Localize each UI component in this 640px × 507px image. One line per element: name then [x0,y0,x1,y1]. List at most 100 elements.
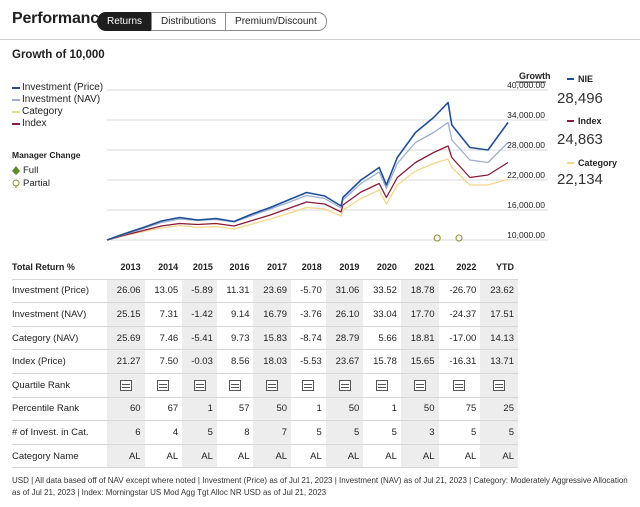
legend-item-nav[interactable]: Investment (NAV) [12,94,103,106]
table-cell: AL [107,444,145,469]
table-cell: 23.62 [480,279,518,304]
quartile-cell [400,373,439,398]
table-cell: 26.10 [325,302,364,327]
table-cell: 15.65 [400,349,439,374]
legend-item-category[interactable]: Category [12,106,103,118]
summary-nie-label: NIE [567,74,593,84]
col-header: 2014 [144,256,183,280]
manager-change-markers [433,234,463,242]
table-cell: 67 [144,397,183,422]
table-cell: 5 [291,420,326,445]
summary-nie-value: 28,496 [557,90,603,107]
col-header: 2020 [363,256,401,280]
legend-swatch-index [12,123,20,125]
series-line-investment-nav[interactable] [106,121,509,241]
table-cell: 5 [182,420,217,445]
table-cell: 8 [216,420,254,445]
table-row: Quartile Rank [12,373,518,398]
row-label: Category (NAV) [12,326,107,351]
tab-distributions[interactable]: Distributions [151,12,227,31]
table-row: # of Invest. in Cat. 6 4 5 8 7 5 5 5 3 5 5 [12,420,518,445]
col-header: 2022 [438,256,481,280]
table-cell: 25 [480,397,518,422]
manager-change-title: Manager Change [12,150,81,160]
table-row: Index (Price) 21.27 7.50 -0.03 8.56 18.03 -5.5… [12,349,518,374]
quartile-cell [363,373,401,398]
table-cell: 26.06 [107,279,145,304]
table-cell: 15.78 [363,349,401,374]
table-cell: -5.53 [291,349,326,374]
table-cell: 13.71 [480,349,518,374]
summary-label: Category [578,158,618,168]
quartile-cell [107,373,145,398]
table-header-row: Total Return % 2013 2014 2015 2016 2017 … [12,256,518,280]
table-cell: 17.70 [400,302,439,327]
series-line-investment-price[interactable] [106,101,509,241]
quartile-cell [144,373,183,398]
table-row: Category Name AL AL AL AL AL AL AL AL AL AL AL [12,444,518,469]
quartile-cell [182,373,217,398]
table-cell: 33.52 [363,279,401,304]
summary-label: NIE [578,74,594,84]
chart-legend: Investment (Price) Investment (NAV) Cate… [12,82,103,130]
table-cell: 23.69 [253,279,292,304]
quartile-cell [438,373,481,398]
manager-change-partial-marker[interactable] [433,234,441,242]
row-label: Category Name [12,444,107,469]
row-label: Index (Price) [12,349,107,374]
table-cell: 25.15 [107,302,145,327]
y-tick-label: 28,000.00 [507,140,545,150]
quartile-rank-icon [338,379,351,391]
legend-item-price[interactable]: Investment (Price) [12,82,103,94]
table-cell: AL [363,444,401,469]
table-cell: -3.76 [291,302,326,327]
quartile-cell [291,373,326,398]
legend-label: Index [22,118,47,129]
table-cell: 18.81 [400,326,439,351]
table-cell: 5 [325,420,364,445]
table-cell: 23.67 [325,349,364,374]
y-axis-title: Growth [519,71,551,81]
summary-swatch-category [567,162,574,164]
summary-label: Index [578,116,602,126]
tab-returns[interactable]: Returns [97,12,153,31]
table-row: Percentile Rank 60 67 1 57 50 1 50 1 50 75 25 [12,397,518,422]
table-cell: 1 [182,397,217,422]
summary-index-label: Index [567,116,602,126]
table-row: Category (NAV) 25.69 7.46 -5.41 9.73 15.83 -8.… [12,326,518,351]
table-cell: 14.13 [480,326,518,351]
table-cell: 28.79 [325,326,364,351]
manager-change-partial-marker[interactable] [455,234,463,242]
legend-item-index[interactable]: Index [12,118,103,130]
quartile-rank-icon [302,379,315,391]
quartile-rank-icon [376,379,389,391]
table-cell: 21.27 [107,349,145,374]
returns-table: Total Return % 2013 2014 2015 2016 2017 … [12,256,518,469]
col-header: 2021 [400,256,439,280]
series-line-category[interactable] [106,158,509,241]
tab-premium-discount[interactable]: Premium/Discount [225,12,327,31]
table-cell: AL [400,444,439,469]
table-cell: 4 [144,420,183,445]
quartile-rank-icon [157,379,170,391]
table-cell: 1 [291,397,326,422]
row-label: Investment (NAV) [12,302,107,327]
table-row: Investment (NAV) 25.15 7.31 -1.42 9.14 16.79-… [12,302,518,327]
row-label: Investment (Price) [12,279,107,304]
table-cell: 1 [363,397,401,422]
table-cell: 5.66 [363,326,401,351]
table-cell: 25.69 [107,326,145,351]
col-header: YTD [480,256,518,280]
series-line-index[interactable] [106,145,509,241]
legend-label: Investment (NAV) [22,94,101,105]
table-cell: 7.31 [144,302,183,327]
col-header: 2016 [216,256,254,280]
table-cell: 5 [480,420,518,445]
table-cell: 57 [216,397,254,422]
table-cell: -16.31 [438,349,481,374]
table-cell: AL [182,444,217,469]
y-tick-labels: 10,000.00 16,000.00 22,000.00 28,000.00 34,0… [507,80,545,240]
table-cell: 6 [107,420,145,445]
quartile-rank-icon [229,379,242,391]
table-cell: AL [480,444,518,469]
